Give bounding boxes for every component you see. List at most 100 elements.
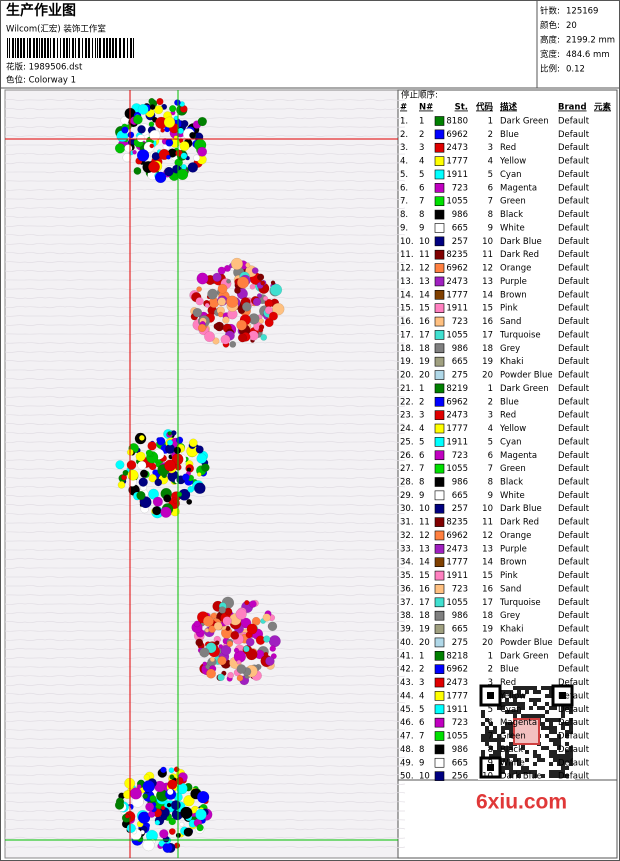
stitches: 6962 <box>446 665 468 675</box>
stat-label: 高度: <box>540 35 560 46</box>
qr-cell <box>537 706 541 710</box>
stitch <box>193 620 201 628</box>
stitch <box>220 334 231 345</box>
stitch <box>212 337 220 345</box>
code: 7 <box>488 732 493 742</box>
qr-cell <box>553 738 557 742</box>
description: Cyan <box>500 170 522 180</box>
brand: Default <box>558 397 590 407</box>
texture <box>4 521 406 525</box>
qr-cell <box>489 754 493 758</box>
qr-cell <box>553 742 557 746</box>
qr-cell <box>569 722 573 726</box>
embroidery <box>4 97 406 853</box>
qr-cell <box>565 766 569 770</box>
code: 6 <box>488 718 493 728</box>
stitch <box>142 839 155 852</box>
qr-cell <box>493 730 497 734</box>
code: 15 <box>482 571 493 581</box>
qr-cell <box>569 746 573 750</box>
qr-cell <box>549 694 553 698</box>
needle: 5 <box>419 170 424 180</box>
row-number: 48. <box>400 745 414 755</box>
qr-cell <box>541 686 545 690</box>
row-number: 46. <box>400 718 414 728</box>
description: Black <box>500 477 523 487</box>
stitch <box>230 257 243 270</box>
row-number: 23. <box>400 411 414 421</box>
swatch <box>434 677 445 688</box>
qr-cell <box>561 754 565 758</box>
stitch <box>114 143 126 154</box>
stitches: 257 <box>452 237 468 247</box>
stitch <box>136 490 146 501</box>
needle: 7 <box>419 732 424 742</box>
stitch <box>137 104 149 115</box>
code: 12 <box>482 264 493 274</box>
description: Purple <box>500 277 527 287</box>
stitch <box>167 439 174 446</box>
description: Pink <box>500 571 518 581</box>
description: Magenta <box>500 451 537 461</box>
stitch <box>149 129 161 141</box>
bar-stripe <box>53 38 55 58</box>
design-file: 花版: 1989506.dst <box>6 62 83 73</box>
brand: Default <box>558 705 590 715</box>
stitch <box>263 635 271 643</box>
description: Red <box>500 143 516 153</box>
stitch <box>197 790 210 804</box>
swatch <box>434 610 445 621</box>
qr-cell <box>529 686 533 690</box>
code: 3 <box>488 143 493 153</box>
qr-cell <box>521 686 525 690</box>
brand: Default <box>558 638 590 648</box>
stitch <box>235 608 247 620</box>
row-number: 45. <box>400 705 414 715</box>
swatch <box>434 156 445 166</box>
texture <box>4 377 406 381</box>
qr-cell <box>541 706 545 710</box>
qr-cell <box>513 710 517 714</box>
swatch <box>434 330 445 340</box>
qr-cell <box>501 738 505 742</box>
qr-cell <box>481 738 485 742</box>
qr-cell <box>549 726 553 730</box>
qr-cell <box>505 710 509 714</box>
stitch <box>142 780 155 793</box>
texture <box>4 548 406 552</box>
qr-cell <box>549 686 553 690</box>
qr-cell <box>513 714 517 718</box>
stitch <box>136 134 145 143</box>
qr-cell <box>509 774 513 778</box>
swatch <box>434 757 445 768</box>
stitch <box>189 438 198 448</box>
row-number: 13. <box>400 277 414 287</box>
stitch <box>195 638 204 647</box>
stitch <box>186 467 192 472</box>
code: 11 <box>482 250 493 260</box>
description: Blue <box>500 130 519 140</box>
qr-cell <box>521 702 525 706</box>
qr-cell <box>505 758 509 762</box>
stitch <box>166 154 171 160</box>
stitch <box>164 459 176 472</box>
stitch <box>148 97 156 105</box>
texture <box>4 404 406 408</box>
bar-stripe <box>9 38 10 58</box>
qr-cell <box>569 758 573 762</box>
qr-cell <box>561 762 565 766</box>
description: Cyan <box>500 705 522 715</box>
texture <box>4 674 406 678</box>
needle: 7 <box>419 197 424 207</box>
qr-cell <box>533 762 537 766</box>
qr-cell <box>513 758 517 762</box>
stitch <box>217 297 227 306</box>
stitch <box>166 802 172 808</box>
code: 10 <box>482 772 493 782</box>
stitches: 1055 <box>446 197 468 207</box>
description: Dark Red <box>500 250 539 260</box>
qr-cell <box>501 746 505 750</box>
needle: 15 <box>419 304 430 314</box>
texture <box>4 449 406 453</box>
